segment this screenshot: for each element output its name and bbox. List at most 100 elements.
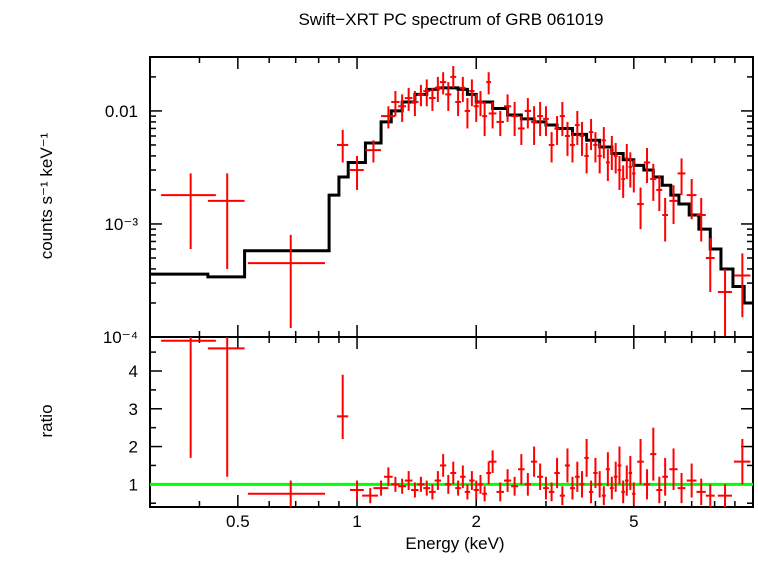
spectrum-data-point [411,91,419,117]
ratio-data-point [601,486,606,506]
spectrum-data-point [488,101,497,129]
ratio-y-tick-label: 1 [129,475,138,494]
spectrum-data-point [469,79,475,107]
spectrum-data-point [391,91,400,117]
ratio-data-point [548,482,555,502]
chart-title: Swift−XRT PC spectrum of GRB 061019 [298,10,603,29]
spectrum-data-point [624,143,629,179]
ratio-data-point [362,488,379,504]
spectrum-data-point [350,155,364,190]
ratio-data-point [439,454,447,477]
ratio-data-point [686,463,697,498]
spectrum-data-point [537,101,544,137]
ratio-data-point [669,448,678,490]
spectrum-data-point [439,72,447,95]
spectrum-data-point [569,132,575,163]
spectrum-y-tick-label: 10⁻⁴ [103,328,138,347]
ratio-y-axis-label: ratio [37,404,56,437]
ratio-data-point [488,450,497,473]
spectrum-data-point [662,197,668,242]
spectrum-data-point [404,87,413,111]
x-axis-label: Energy (keV) [405,534,504,553]
spectrum-data-point [161,173,216,250]
spectrum-data-point [434,76,442,102]
spectrum-data-point [482,101,488,137]
spectrum-data-point [381,106,396,129]
ratio-data-point [469,471,475,490]
ratio-data-point [621,480,625,504]
ratio-data-point [613,461,618,492]
ratio-data-point [411,482,419,498]
ratio-data-point [247,480,325,507]
spectrum-data-point [705,238,715,293]
spectrum-data-point [417,84,425,107]
spectrum-data-point [643,147,651,184]
ratio-data-point [579,471,585,498]
spectrum-data-point [588,118,594,151]
ratio-data-point [656,476,663,504]
spectrum-panel: 10⁻⁴ 10⁻³ 0.01 [103,56,754,347]
ratio-data-point [717,484,732,507]
spectrum-data-point [733,253,751,318]
spectrum-data-point [247,234,325,329]
ratio-frame [149,336,754,508]
ratio-data-point [637,439,644,485]
ratio-data-point [503,469,512,492]
spectrum-data-point [518,116,525,145]
ratio-y-tick-label: 3 [129,400,138,419]
spectrum-y-axis-label: counts s⁻¹ keV⁻¹ [37,132,56,259]
ratio-data-point [632,482,636,506]
ratio-data-point [617,446,622,485]
spectrum-data-point [628,152,633,188]
ratio-data-point [482,486,488,502]
ratio-data-point [593,457,598,489]
ratio-data-point [605,452,610,487]
spectrum-data-point [677,158,686,196]
spectrum-data-point [455,91,461,117]
spectrum-data-point [486,72,492,95]
spectrum-data-point [574,110,580,145]
ratio-data-point [429,484,436,500]
spectrum-data-point [460,76,466,102]
ratio-data-point [559,486,565,506]
spectrum-data-point [605,149,610,181]
spectrum-data-point [398,94,407,122]
ratio-data-point [207,337,245,477]
spectrum-data-point [609,136,614,171]
spectrum-data-point [554,116,560,145]
ratio-data-point [417,476,425,492]
spectrum-data-point [548,132,555,163]
ratio-data-point [677,473,686,504]
spectrum-data-point [336,129,349,163]
ratio-data-point [574,461,580,492]
spectrum-data-point [593,132,598,163]
ratio-data-point [391,476,400,492]
ratio-data-point [530,446,538,477]
spectrum-data-point [207,173,245,269]
spectrum-data-point [656,175,663,212]
spectrum-data-point [637,187,644,230]
spectrum-data-point [621,165,625,198]
ratio-data-point [628,456,633,490]
ratio-data-point [486,461,492,485]
spectrum-data-point [617,155,622,190]
ratio-data-point [398,478,407,494]
ratio-data-point [496,482,504,502]
spectrum-data-point [464,98,471,129]
spectrum-frame [149,56,754,338]
ratio-data-point [384,467,393,487]
ratio-data-point [373,480,389,496]
ratio-data-point [423,480,431,496]
ratio-data-point [584,439,589,477]
ratio-data-point [624,465,629,496]
spectrum-data-point [597,143,602,174]
spectrum-data-point [530,106,538,145]
ratio-data-point [569,476,575,500]
spectrum-data-point [524,98,531,129]
model-step-line [150,86,753,305]
ratio-data-point [336,374,349,439]
ratio-y-tick-label: 4 [129,362,138,381]
spectrum-data-point [584,143,589,174]
spectrum-data-point [613,143,618,174]
